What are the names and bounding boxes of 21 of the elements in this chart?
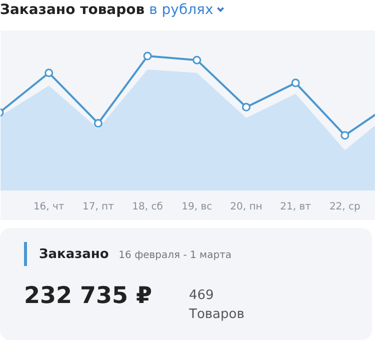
x-tick-label: 16, чт — [33, 202, 64, 212]
text: 469 — [189, 288, 214, 303]
x-tick-label: 20, пн — [230, 202, 262, 212]
x-tick-label: 19, вс — [182, 202, 212, 212]
text: Товаров — [189, 307, 244, 322]
text: Заказано — [39, 247, 109, 262]
point — [192, 56, 202, 64]
x-tick-label: 17, пт — [82, 202, 114, 212]
chart-subtitle: в рублях — [149, 2, 214, 18]
text: 16 февраля - 1 марта — [118, 250, 232, 261]
point — [242, 102, 250, 112]
text: 232 735 ₽ — [24, 282, 154, 311]
point — [94, 119, 102, 128]
point — [143, 52, 152, 60]
point — [340, 131, 350, 140]
x-tick-label: 18, сб — [132, 202, 163, 212]
point — [291, 78, 300, 88]
x-tick-label: 21, вт — [280, 202, 312, 212]
x-tick-label: 22, ср — [329, 202, 360, 212]
point — [44, 68, 54, 78]
chart-title: Заказано товаров — [0, 2, 145, 18]
